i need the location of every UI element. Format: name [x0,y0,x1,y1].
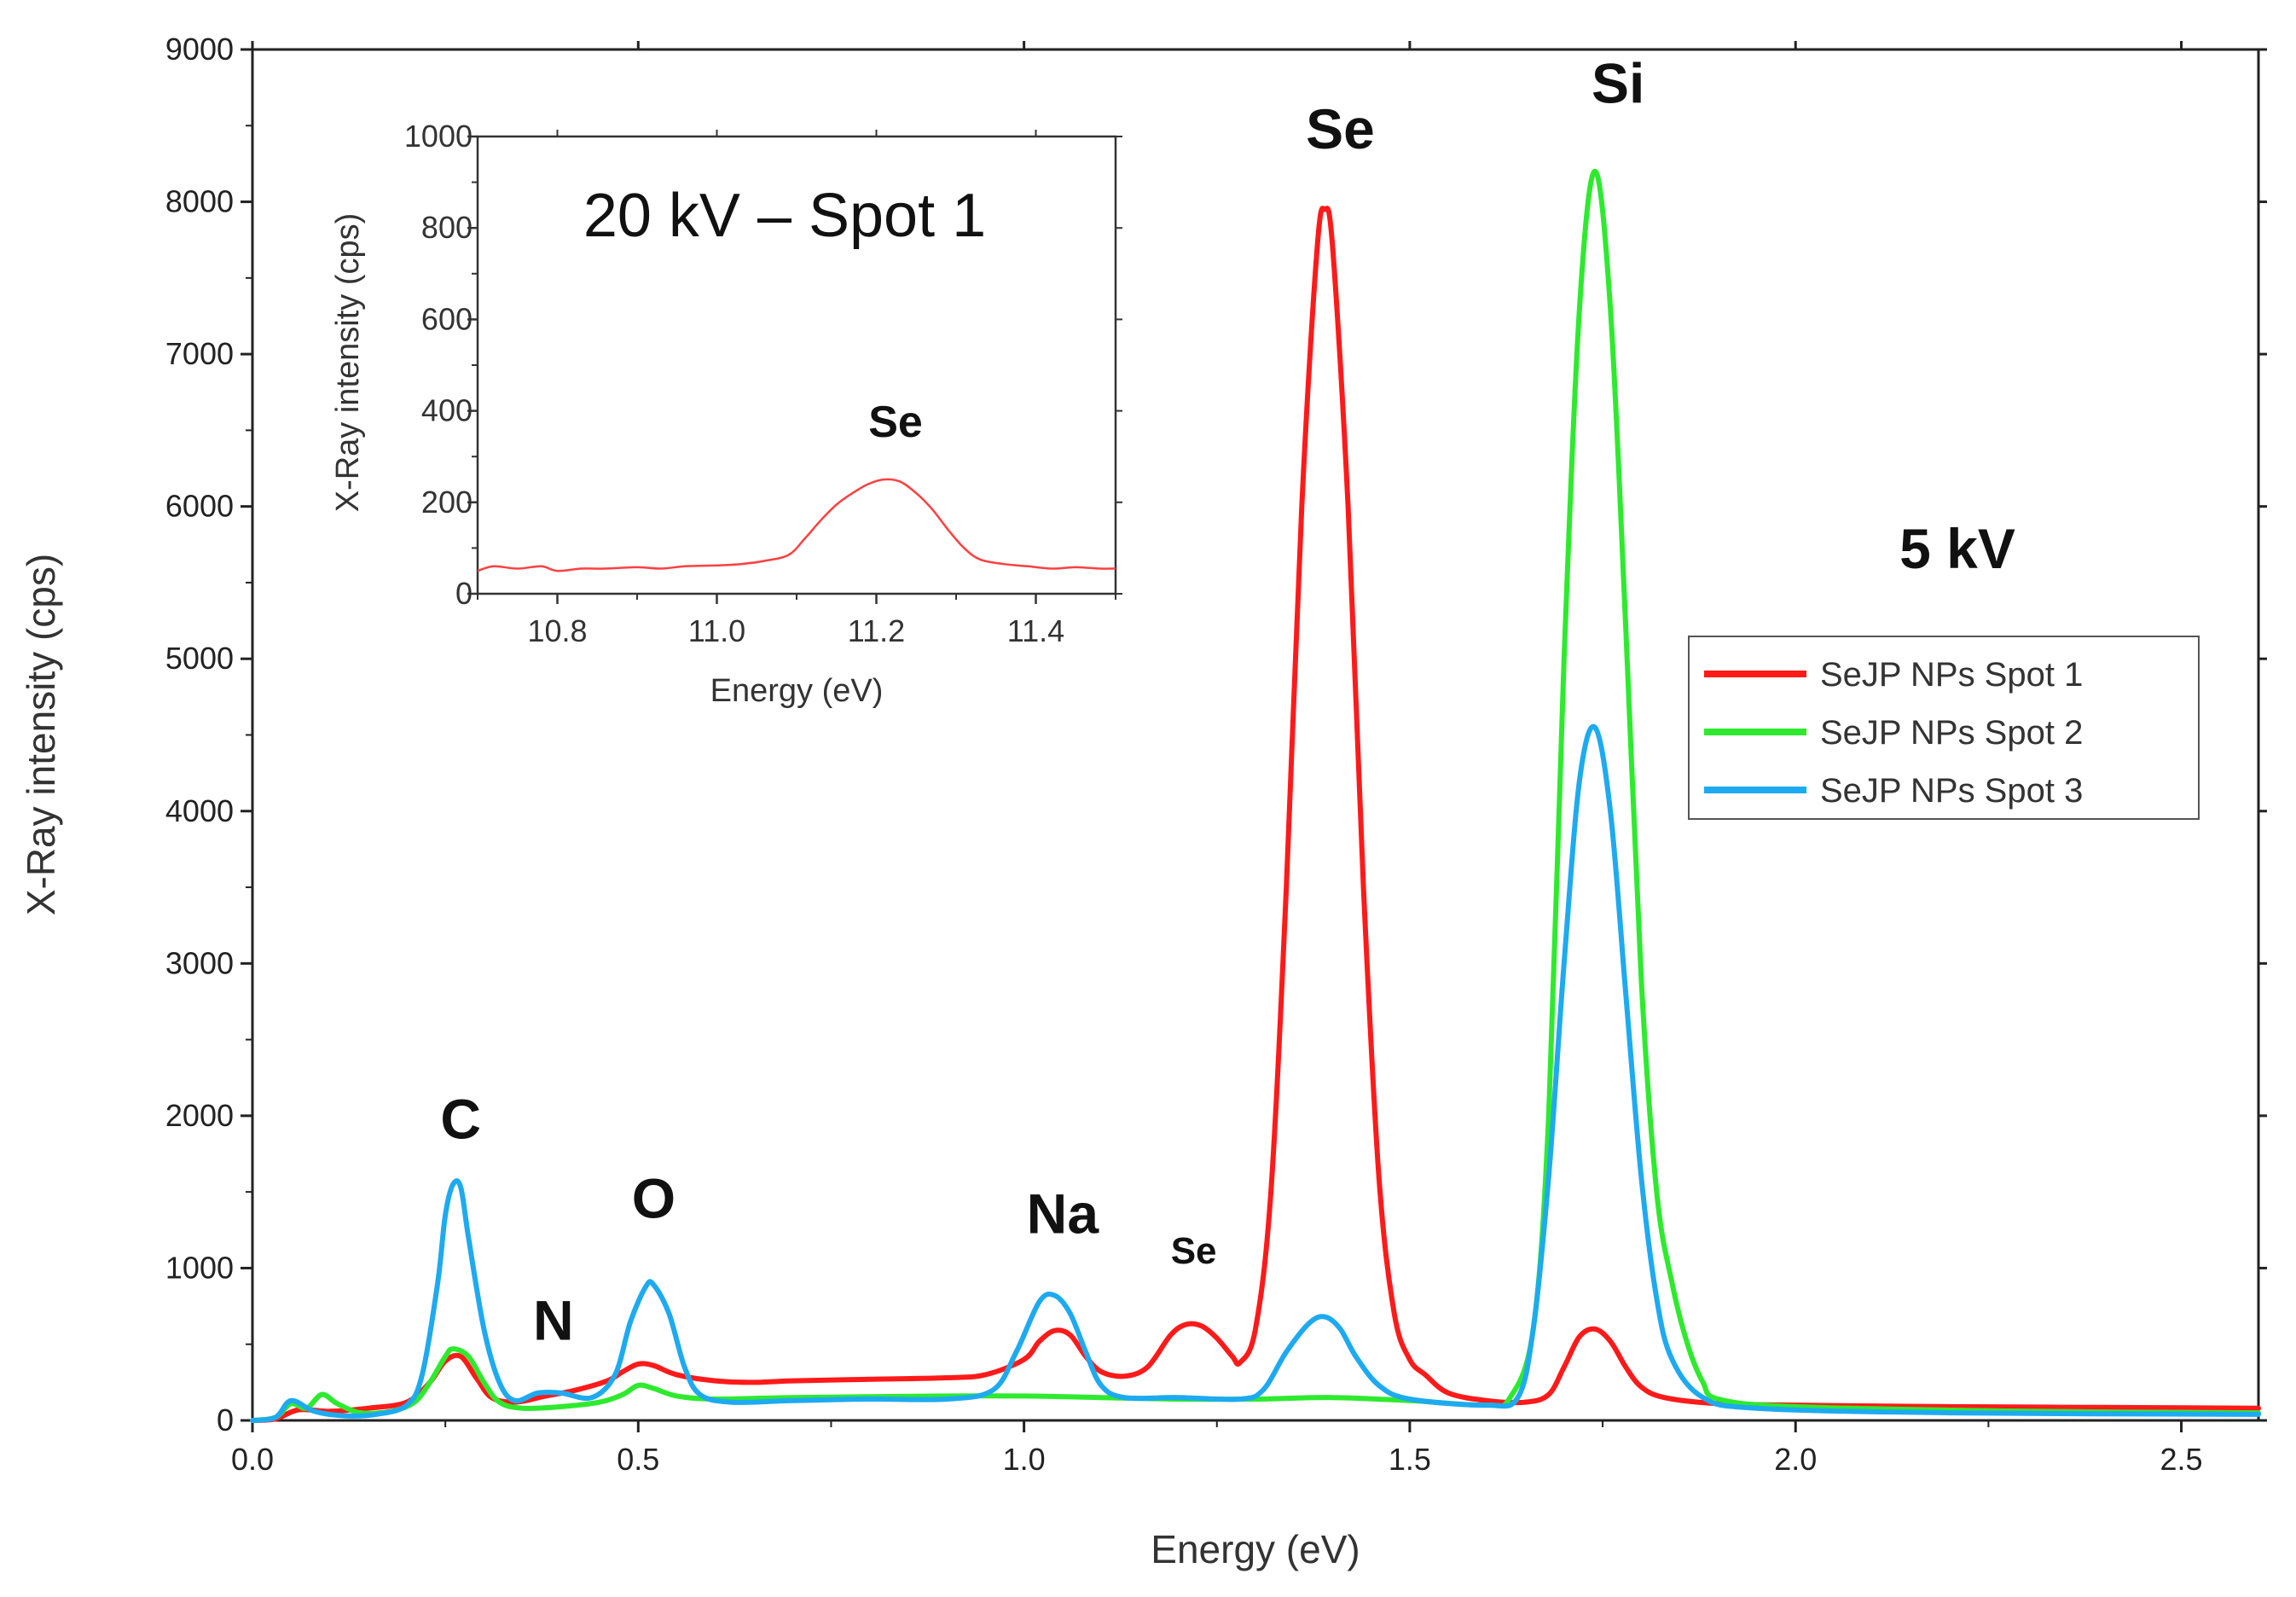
series-line-spot-3 [250,723,2261,1423]
inset-title: 20 kV – Spot 1 [583,182,986,250]
main-x-axis-title: Energy (eV) [1151,1527,1360,1571]
inset-y-tick-label: 400 [421,393,473,428]
inset-y-tick-label: 800 [421,210,473,245]
legend-label-spot-2: SeJP NPs Spot 2 [1820,714,2083,752]
main-y-tick-label: 3000 [165,945,234,980]
main-y-tick-label: 4000 [165,793,234,828]
main-y-tick-label: 2000 [165,1098,234,1133]
main-y-tick-label: 0 [217,1402,234,1437]
inset-series-line [477,478,1116,572]
main-y-tick-label: 5000 [165,641,234,676]
inset-peak-label: Se [868,398,923,447]
main-y-tick-label: 7000 [165,336,234,371]
main-y-tick-label: 9000 [165,32,234,67]
main-x-tick-label: 2.0 [1774,1442,1817,1477]
peak-label-o: O [632,1167,675,1230]
legend-label-spot-3: SeJP NPs Spot 3 [1820,772,2083,810]
main-x-tick-label: 0.0 [231,1442,274,1477]
peak-label-c: C [440,1088,481,1151]
series-line-spot-1 [250,206,2261,1423]
inset-x-tick-label: 10.8 [527,613,587,648]
inset-y-axis-title: X-Ray intensity (cps) [330,213,366,513]
main-x-tick-label: 1.5 [1389,1442,1431,1477]
inset-y-tick-label: 1000 [404,119,473,154]
inset-y-tick-label: 200 [421,485,473,520]
main-x-tick-label: 0.5 [617,1442,659,1477]
inset-y-tick-label: 0 [455,576,473,611]
inset-plot-frame [476,135,1117,595]
inset-x-axis-title: Energy (eV) [710,673,884,709]
main-y-tick-label: 6000 [165,489,234,524]
peak-label-n: N [533,1288,574,1351]
peak-label-se: Se [1171,1230,1217,1272]
peak-label-na: Na [1027,1182,1100,1245]
main-y-tick-label: 1000 [165,1250,234,1285]
main-y-tick-label: 8000 [165,184,234,219]
main-x-tick-label: 1.0 [1003,1442,1046,1477]
inset-x-tick-label: 11.0 [688,613,745,648]
series-line-spot-2 [250,168,2261,1423]
legend-label-spot-1: SeJP NPs Spot 1 [1820,656,2083,694]
inset-x-tick-label: 11.2 [848,613,905,648]
voltage-annotation: 5 kV [1899,517,2015,580]
main-x-tick-label: 2.5 [2160,1442,2203,1477]
peak-label-si: Si [1592,51,1644,114]
main-y-axis-title: X-Ray intensity (cps) [19,554,63,915]
inset-x-tick-label: 11.4 [1007,613,1064,648]
inset-y-tick-label: 600 [421,301,473,336]
peak-label-se: Se [1306,97,1375,160]
